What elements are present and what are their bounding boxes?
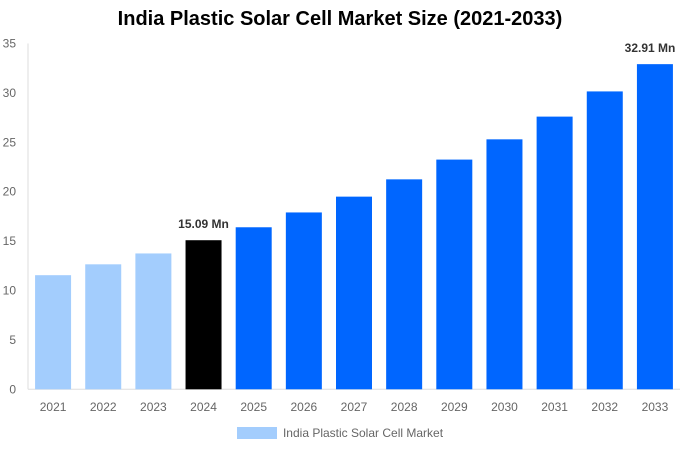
bar-2026 [285,212,322,390]
chart-title: India Plastic Solar Cell Market Size (20… [117,8,563,30]
bar-2032 [586,91,623,390]
x-tick-label: 2027 [341,400,368,414]
bar-2022 [85,264,122,390]
bar-2021 [35,275,72,390]
bar-2027 [336,196,372,390]
x-tick-label: 2032 [591,400,618,414]
x-tick-label: 2033 [642,400,669,414]
x-tick-label: 2026 [290,400,317,414]
y-tick-label: 10 [3,284,17,298]
bar-2023 [135,253,172,390]
x-tick-label: 2028 [391,400,418,414]
x-tick-label: 2031 [541,400,568,414]
bar-2030 [486,139,523,390]
y-tick-label: 5 [9,333,16,347]
x-tick-label: 2022 [90,400,117,414]
legend-label: India Plastic Solar Cell Market [282,426,444,440]
bar-2031 [536,116,573,390]
y-tick-label: 0 [9,382,16,396]
legend-swatch [236,427,277,439]
x-tick-label: 2025 [240,400,267,414]
x-tick-label: 2029 [441,400,468,414]
bar-2033 [636,64,673,390]
x-tick-label: 2023 [140,400,167,414]
legend: India Plastic Solar Cell Market [0,426,680,440]
y-tick-label: 20 [3,185,17,199]
data-label: 32.91 Mn [625,41,676,55]
y-tick-label: 30 [3,86,17,100]
bar-2025 [235,227,272,390]
bar-2024 [185,240,222,390]
data-label: 15.09 Mn [178,217,229,231]
bar-2029 [436,159,473,390]
x-tick-label: 2024 [190,400,217,414]
y-tick-label: 35 [3,37,17,51]
y-tick-label: 15 [3,234,17,248]
x-tick-label: 2021 [40,400,67,414]
y-tick-label: 25 [3,135,17,149]
x-tick-label: 2030 [491,400,518,414]
bar-2028 [386,179,423,390]
